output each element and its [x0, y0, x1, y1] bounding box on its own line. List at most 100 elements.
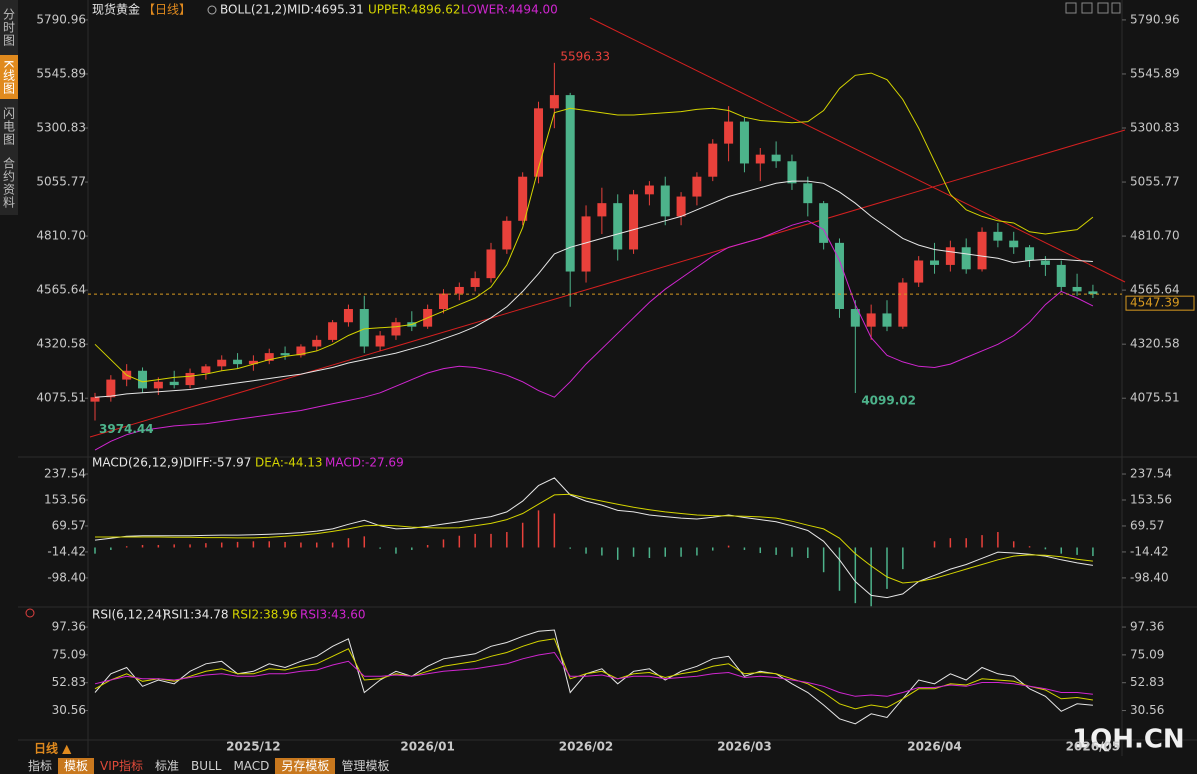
pane-title: 现货黄金 — [92, 2, 140, 17]
toolbar-button[interactable]: 模板 — [58, 758, 95, 774]
candle-body — [90, 397, 100, 402]
candle-body — [138, 370, 148, 389]
sidebar-tab[interactable]: 合约资料 — [1, 157, 16, 209]
sidebar-tab[interactable]: K线图 — [0, 55, 18, 99]
candle-body — [882, 313, 892, 327]
settings-icon[interactable] — [207, 5, 217, 15]
y-tick-label: 30.56 — [1130, 703, 1164, 717]
pane-title: MACD(26,12,9) — [92, 456, 183, 470]
toolbar-button[interactable]: 管理模板 — [341, 759, 390, 773]
indicator-label: BOLL(21,2) — [220, 3, 287, 17]
y-tick-label: 5300.83 — [36, 121, 86, 135]
y-tick-label: 30.56 — [52, 703, 86, 717]
y-tick-label: 4075.51 — [1130, 391, 1180, 405]
y-tick-label: 237.54 — [1130, 467, 1172, 481]
pane-icon[interactable] — [25, 608, 35, 618]
candle-body — [296, 346, 306, 356]
candle-body — [565, 95, 575, 272]
candle-body — [819, 203, 829, 243]
toolbar-button[interactable]: BULL — [191, 759, 222, 773]
macd-line — [94, 477, 1093, 599]
y-tick-label: -14.42 — [1130, 544, 1169, 558]
legend-entry: DIFF:-57.97 — [183, 456, 251, 470]
candle-body — [1088, 291, 1098, 295]
boll-line — [94, 180, 1093, 398]
candle-body — [518, 176, 528, 221]
candle-body — [961, 247, 971, 270]
legend-entry: MID:4695.31 — [287, 3, 364, 17]
y-tick-label: -98.40 — [47, 570, 86, 584]
y-tick-label: 5790.96 — [1130, 12, 1180, 26]
y-tick-label: 5545.89 — [1130, 66, 1180, 80]
icon[interactable] — [1065, 2, 1077, 14]
rsi-line — [94, 638, 1093, 710]
candle-body — [343, 309, 353, 323]
y-tick-label: 5055.77 — [36, 175, 86, 189]
icon[interactable] — [1081, 2, 1093, 14]
y-tick-label: 75.09 — [52, 647, 86, 661]
toolbar-button[interactable]: 指标 — [28, 759, 53, 773]
y-tick-label: 4075.51 — [36, 391, 86, 405]
y-tick-label: 5790.96 — [36, 12, 86, 26]
y-tick-label: -98.40 — [1130, 570, 1169, 584]
y-tick-label: 52.83 — [52, 675, 86, 689]
candle-body — [169, 381, 179, 386]
sidebar: 分时图 K线图 闪电图 合约资料 — [0, 0, 18, 215]
y-tick-label: 97.36 — [52, 620, 86, 634]
x-tick-label: 2026/02 — [559, 740, 613, 754]
x-tick-label: 2026/05 — [1066, 740, 1120, 754]
toolbar-button[interactable]: 标准 — [155, 759, 180, 773]
candle-body — [185, 372, 195, 386]
y-tick-label: -14.42 — [47, 544, 86, 558]
candle-body — [787, 161, 797, 184]
candle-body — [534, 108, 544, 177]
candle-body — [1025, 247, 1035, 261]
candle-body — [629, 194, 639, 250]
sidebar-tab[interactable]: 分时图 — [1, 7, 16, 47]
candle-body — [1009, 240, 1019, 248]
candle-body — [597, 203, 607, 217]
y-tick-label: 4810.70 — [1130, 229, 1180, 243]
candle-body — [438, 293, 448, 310]
x-tick-label: 2026/03 — [717, 740, 771, 754]
candle-body — [724, 121, 734, 144]
candle-body — [217, 359, 227, 367]
candle-body — [803, 183, 813, 204]
candle-body — [328, 322, 338, 340]
candle-body — [391, 322, 401, 336]
candle-body — [486, 249, 496, 279]
candle-body — [1072, 286, 1082, 292]
pane-title: RSI(6,12,24) — [92, 608, 167, 622]
candle-body — [280, 353, 290, 356]
candle-body — [470, 278, 480, 287]
boll-line — [94, 72, 1094, 383]
last-price-box — [1125, 295, 1195, 311]
y-tick-label: 52.83 — [1130, 675, 1164, 689]
icon[interactable] — [1111, 2, 1121, 14]
price-annotation: 5596.33 — [560, 49, 610, 63]
candle-body — [945, 247, 955, 265]
toolbar-button[interactable]: VIP指标 — [100, 759, 144, 773]
window-icons[interactable] — [1065, 2, 1121, 14]
candle-body — [454, 286, 464, 294]
x-tick-label: 2026/01 — [400, 740, 454, 754]
candle-body — [914, 260, 924, 283]
candle-body — [312, 339, 322, 347]
candle-body — [866, 313, 876, 327]
toolbar-button[interactable]: 另存模板 — [275, 758, 336, 774]
sidebar-tab[interactable]: 闪电图 — [1, 106, 16, 146]
y-tick-label: 4565.64 — [1130, 283, 1180, 297]
icon[interactable] — [1097, 2, 1109, 14]
toolbar-button[interactable]: MACD — [233, 759, 270, 773]
candle-body — [708, 143, 718, 177]
y-tick-label: 4320.58 — [36, 337, 86, 351]
period-selector[interactable]: 日线 ▲ — [34, 741, 72, 756]
candle-body — [264, 353, 274, 361]
y-tick-label: 69.57 — [1130, 518, 1164, 532]
candle-body — [248, 360, 258, 365]
trend-line — [589, 17, 1126, 283]
candle-body — [359, 309, 369, 347]
candle-body — [106, 379, 116, 398]
